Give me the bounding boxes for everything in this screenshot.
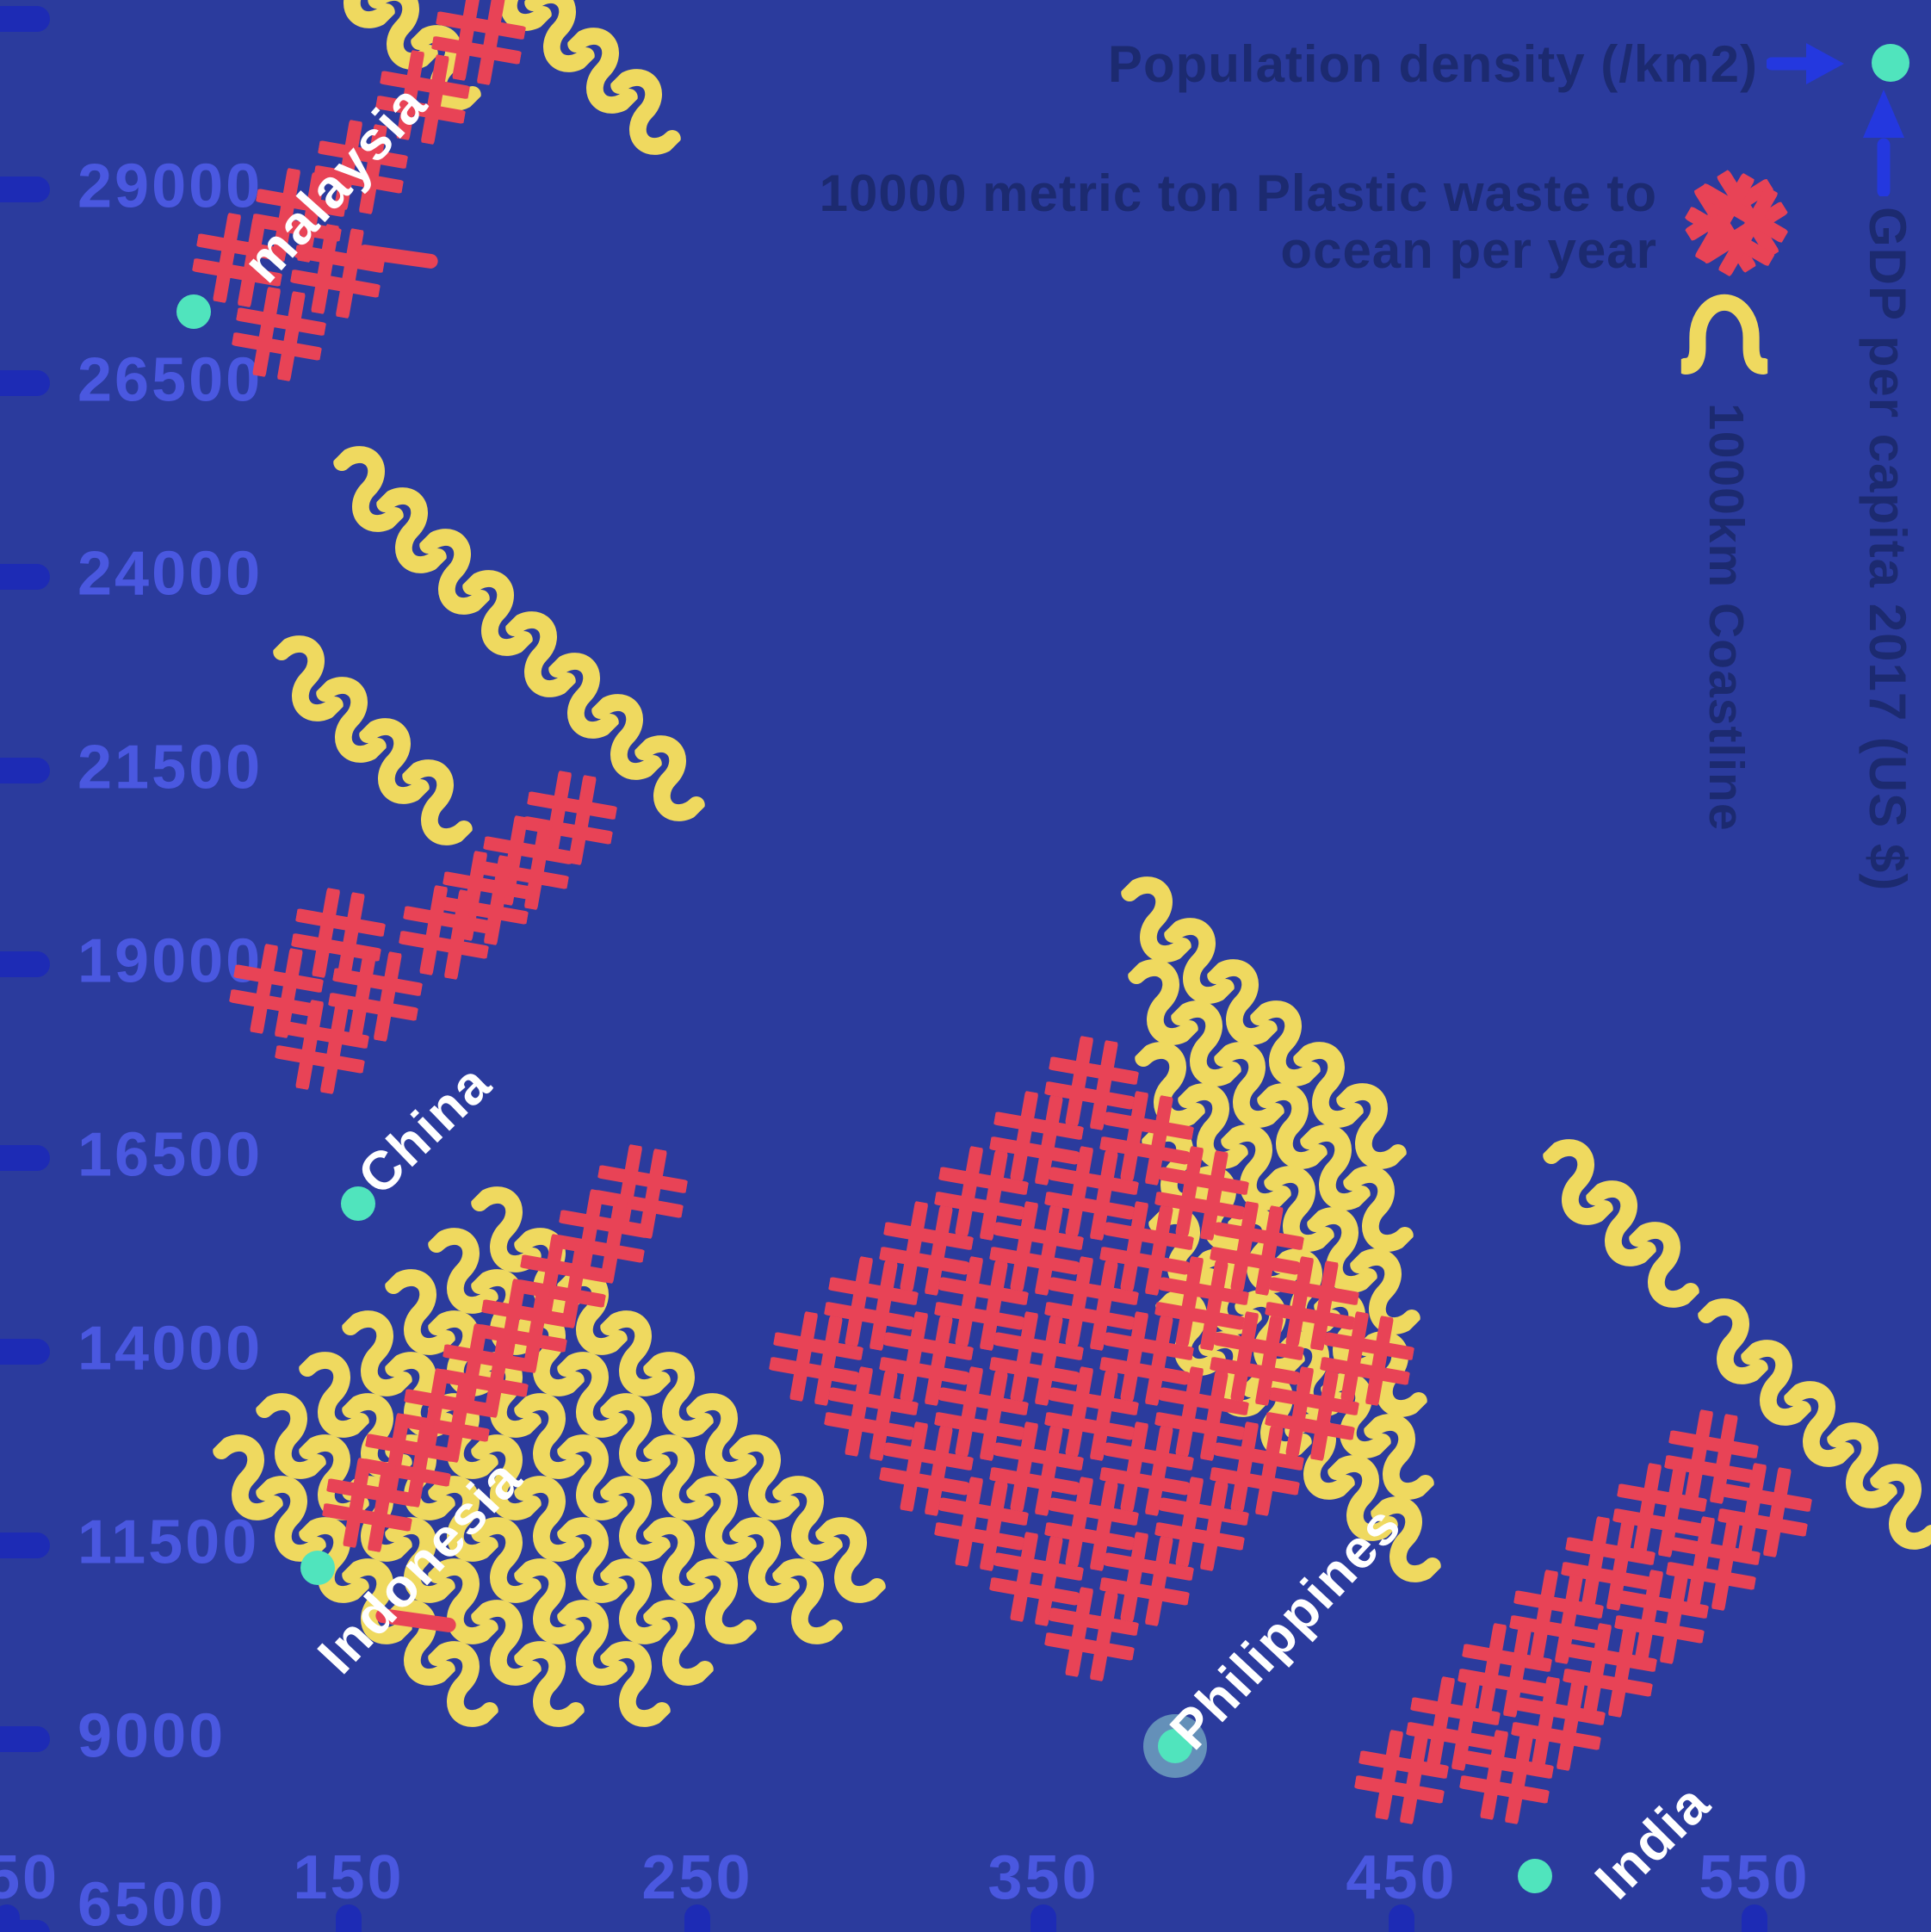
up-arrow-icon (1863, 90, 1904, 196)
hash-icon-China (270, 995, 374, 1099)
country-label-China: China (346, 1052, 504, 1207)
hash-icon-malaysia (227, 282, 331, 386)
y-tick (0, 6, 50, 32)
y-tick-label: 6500 (77, 1870, 226, 1932)
hash-icon-India (1350, 1725, 1453, 1829)
y-tick (0, 370, 50, 396)
y-tick-label: 26500 (77, 345, 263, 415)
legend-coastline-label: 1000km Coastline (1699, 403, 1754, 832)
x-tick-label: 50 (0, 1843, 60, 1912)
x-tick-label: 350 (987, 1843, 1099, 1912)
y-tick-label: 16500 (77, 1120, 263, 1190)
y-tick-label: 21500 (77, 733, 263, 802)
country-dot-malaysia (176, 294, 211, 329)
x-tick-label: 250 (641, 1843, 753, 1912)
legend-country-dot (1872, 44, 1909, 82)
coastline-squiggle-icon (1677, 280, 1772, 375)
x-tick (1030, 1904, 1056, 1932)
right-arrow-icon (1767, 43, 1844, 84)
y-axis-title: GDP per capita 2017 (US $) (1859, 207, 1916, 892)
x-tick (1389, 1904, 1414, 1932)
y-tick (0, 951, 50, 977)
x-tick-label: 550 (1699, 1843, 1810, 1912)
y-tick (0, 1533, 50, 1558)
y-tick (0, 758, 50, 783)
x-tick (0, 1904, 20, 1932)
country-dot-China (341, 1186, 375, 1221)
y-tick (0, 1145, 50, 1171)
y-tick (0, 1339, 50, 1365)
y-tick-label: 14000 (77, 1314, 263, 1384)
hash-icon-India (1455, 1725, 1558, 1829)
country-dot-Philippines (1158, 1729, 1192, 1763)
y-tick-label: 11500 (77, 1508, 260, 1577)
y-tick (0, 564, 50, 590)
x-tick (684, 1904, 710, 1932)
legend-population-density-label: Population density (/km2) (1107, 35, 1758, 93)
y-tick-label: 9000 (77, 1701, 226, 1771)
plastic-waste-hash-icon (1679, 164, 1794, 279)
hash-icon-Philippines (1315, 1307, 1419, 1410)
country-dot-Indonesia (300, 1551, 335, 1585)
legend-plastic-waste-label: 10000 metric ton Plastic waste to ocean p… (819, 164, 1657, 279)
x-tick-label: 450 (1346, 1843, 1458, 1912)
y-tick (0, 176, 50, 202)
x-tick (1742, 1904, 1767, 1932)
y-tick-label: 29000 (77, 152, 263, 221)
country-dot-India (1518, 1859, 1552, 1893)
y-tick-label: 24000 (77, 539, 263, 609)
y-tick-label: 19000 (77, 926, 263, 996)
x-tick-label: 150 (293, 1843, 405, 1912)
y-tick (0, 1726, 50, 1752)
x-tick (336, 1904, 362, 1932)
